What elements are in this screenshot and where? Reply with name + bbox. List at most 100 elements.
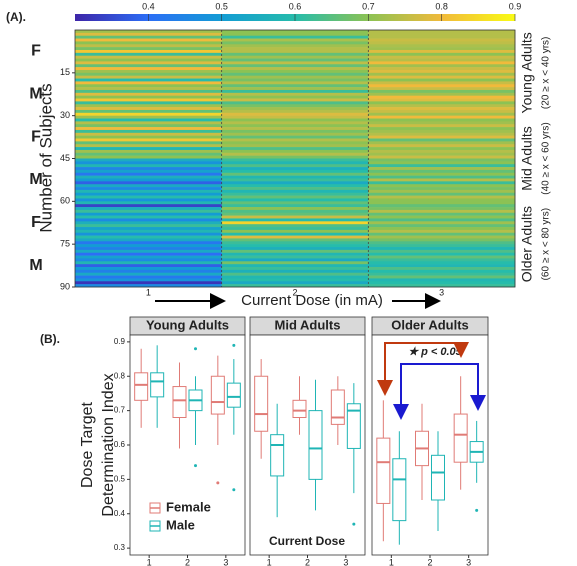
heatmap-cell [75,209,222,214]
heatmap-cell [368,135,516,139]
heatmap-cell [368,149,516,154]
x-tick-label: 3 [223,557,228,566]
heatmap-cell [75,198,222,202]
colorbar-tick-label: 0.9 [509,1,522,11]
heatmap-cell [221,261,369,265]
legend-label: Male [166,517,195,532]
heatmap-cell [368,32,516,37]
heatmap-cell [221,155,369,159]
heatmap-cell [75,238,222,242]
sex-label: F [31,214,41,231]
heatmap-cell [221,141,369,145]
heatmap-cell [75,207,222,211]
heatmap-cell [75,212,222,216]
heatmap-cell [221,247,369,251]
heatmap-cell [368,247,516,251]
heatmap-cell [75,224,222,228]
outlier [194,347,197,351]
heatmap-cell [368,241,516,245]
heatmap-cell [75,229,222,234]
heatmap-cell [221,95,369,99]
y-tick-label: 15 [60,67,70,77]
heatmap-cell [75,269,222,274]
colorbar-tick-label: 0.5 [215,1,228,11]
heatmap-cell [368,204,516,208]
heatmap-cell [221,127,369,131]
colorbar-tick-label: 0.4 [142,1,155,11]
heatmap-cell [368,281,516,285]
x-tick-label: 2 [292,287,297,297]
heatmap-cell [75,49,222,54]
heatmap-cell [368,215,516,219]
box [330,389,345,425]
x-tick-label: 1 [146,287,151,297]
sex-label: F [31,43,41,60]
heatmap-cell [221,47,369,51]
heatmap-cell [221,124,369,128]
x-tick-label: 2 [427,557,432,566]
heatmap-cell [368,55,516,59]
heatmap-cell [75,75,222,79]
panel-label: (A). [6,10,26,24]
sex-label: F [31,128,41,145]
heatmap-cell [221,198,369,202]
heatmap-cell [368,92,516,96]
x-tick-label: 2 [185,557,190,566]
y-tick-label: 75 [60,239,70,249]
heatmap-cell [221,227,369,231]
plot-area [129,334,246,556]
heatmap-cell [221,64,369,68]
plot-area [249,334,366,556]
heatmap-cell [368,275,516,279]
heatmap-cell [368,192,516,196]
heatmap-cell [221,87,369,91]
heatmap-cell [368,147,516,151]
heatmap-cell [221,58,369,62]
heatmap-cell [368,44,516,48]
heatmap-cell [75,221,222,225]
heatmap-cell [221,69,369,74]
heatmap-cell [75,81,222,85]
heatmap-cell [221,224,369,228]
heatmap-cell [75,61,222,65]
heatmap-cell [221,112,369,116]
outlier [475,508,479,512]
heatmap-cell [75,89,222,94]
heatmap-cell [75,195,222,199]
heatmap-cell [221,252,369,256]
heatmap-cell [75,35,222,39]
heatmap-cell [368,118,516,122]
box [134,372,149,401]
heatmap-cell [368,184,516,188]
heatmap-cell [75,95,222,99]
heatmap-cell [221,278,369,282]
heatmap-cell [368,81,516,85]
heatmap-cell [75,255,222,259]
heatmap-cell [221,264,369,268]
y-tick-label: 60 [60,196,70,206]
heatmap-cell [75,252,222,256]
group-range: (20 ≥ x < 40 yrs) [541,37,552,109]
heatmap-cell [75,69,222,74]
heatmap-cell [221,238,369,242]
heatmap-cell [221,232,369,236]
heatmap-cell [221,147,369,151]
y-tick-label: 45 [60,153,70,163]
sex-label: M [29,257,42,274]
heatmap-cell [221,41,369,45]
heatmap-cell [75,167,222,171]
heatmap-cell [368,38,516,42]
heatmap-cell [75,121,222,125]
heatmap-cell [368,112,516,116]
heatmap-cell [368,152,516,156]
outlier [232,343,236,347]
heatmap-cell [368,272,516,276]
heatmap-cell [368,238,516,242]
box [254,375,269,432]
heatmap-cell [368,121,516,125]
heatmap-cell [368,132,516,136]
heatmap-cell [368,107,516,111]
box [150,372,165,398]
heatmap-cell [221,84,369,88]
heatmap-cell [221,187,369,191]
